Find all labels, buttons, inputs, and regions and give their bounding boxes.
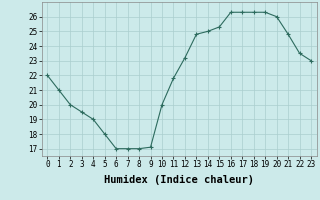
X-axis label: Humidex (Indice chaleur): Humidex (Indice chaleur) [104,175,254,185]
